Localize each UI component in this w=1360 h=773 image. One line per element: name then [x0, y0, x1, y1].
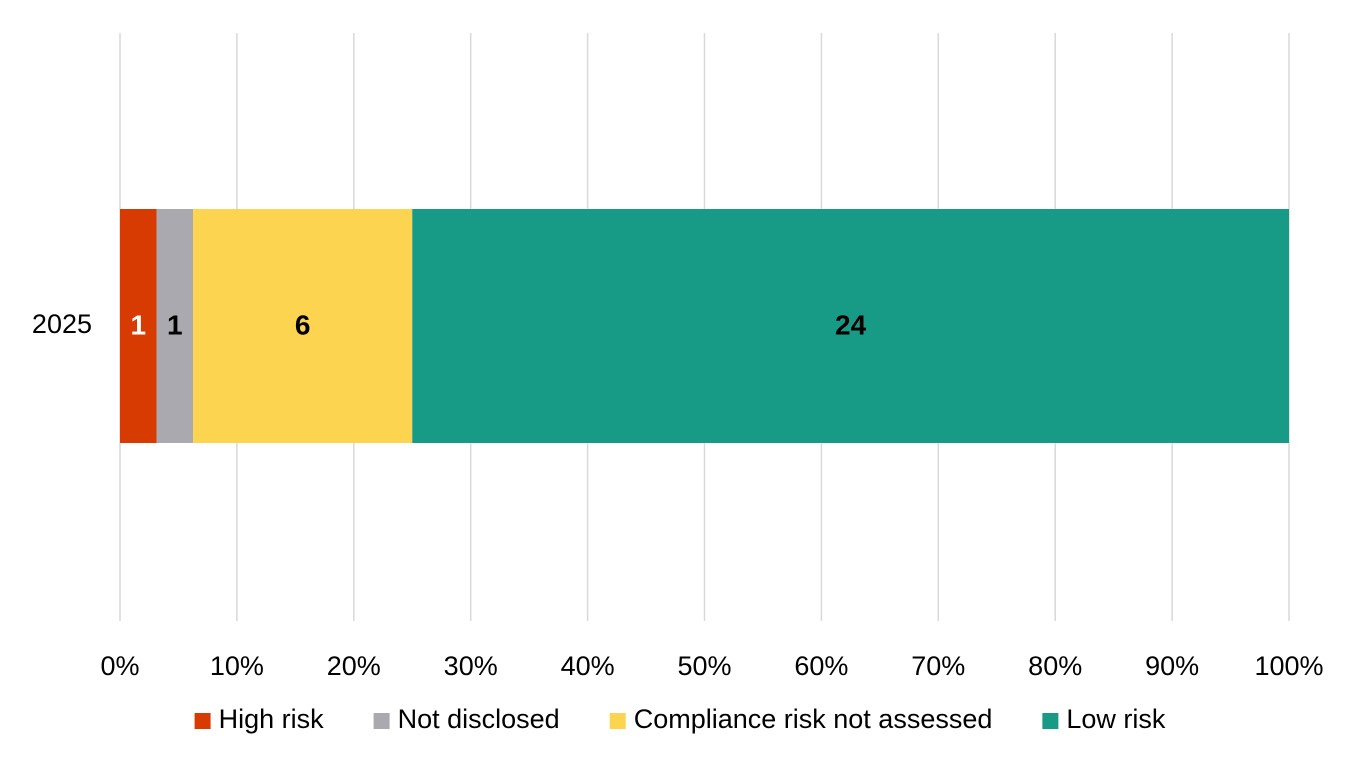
- legend-swatch: [373, 713, 390, 729]
- bar-segment-not-disclosed: [156, 209, 194, 443]
- x-tick-label: 0%: [100, 651, 139, 681]
- data-label: 24: [835, 309, 867, 340]
- x-tick-label: 90%: [1145, 651, 1199, 681]
- y-category-label: 2025: [32, 309, 92, 339]
- bars: [120, 209, 1289, 443]
- x-tick-label: 50%: [677, 651, 731, 681]
- legend-item: High risk: [194, 704, 325, 734]
- legend-item: Low risk: [1042, 704, 1166, 734]
- bar-segment-high-risk: [120, 209, 157, 443]
- legend-label: Low risk: [1066, 704, 1166, 734]
- legend-label: Not disclosed: [398, 704, 560, 734]
- x-tick-label: 10%: [210, 651, 264, 681]
- x-tick-label: 60%: [794, 651, 848, 681]
- x-tick-label: 40%: [561, 651, 615, 681]
- x-tick-label: 20%: [327, 651, 381, 681]
- legend-item: Compliance risk not assessed: [609, 704, 993, 734]
- legend: High risk Not disclosed Compliance risk no…: [194, 704, 1166, 734]
- legend-swatch: [1042, 713, 1059, 729]
- x-tick-label: 30%: [444, 651, 498, 681]
- axes: 0% 10% 20% 30% 40% 50% 60% 70% 80% 90% 100% 2025: [32, 309, 1324, 681]
- bar-segment-compliance-risk-not-assessed: [193, 209, 413, 443]
- legend-swatch: [609, 713, 626, 729]
- data-label: 6: [295, 309, 311, 340]
- legend-label: High risk: [219, 704, 325, 734]
- bar-segment-low-risk: [412, 209, 1289, 443]
- x-tick-label: 80%: [1028, 651, 1082, 681]
- data-label: 1: [130, 309, 146, 340]
- data-labels: 1 1 6 24: [130, 309, 866, 340]
- data-label: 1: [167, 309, 183, 340]
- legend-item: Not disclosed: [373, 704, 560, 734]
- legend-swatch: [194, 713, 211, 729]
- x-tick-label: 70%: [911, 651, 965, 681]
- x-tick-label: 100%: [1254, 651, 1323, 681]
- legend-label: Compliance risk not assessed: [634, 704, 993, 734]
